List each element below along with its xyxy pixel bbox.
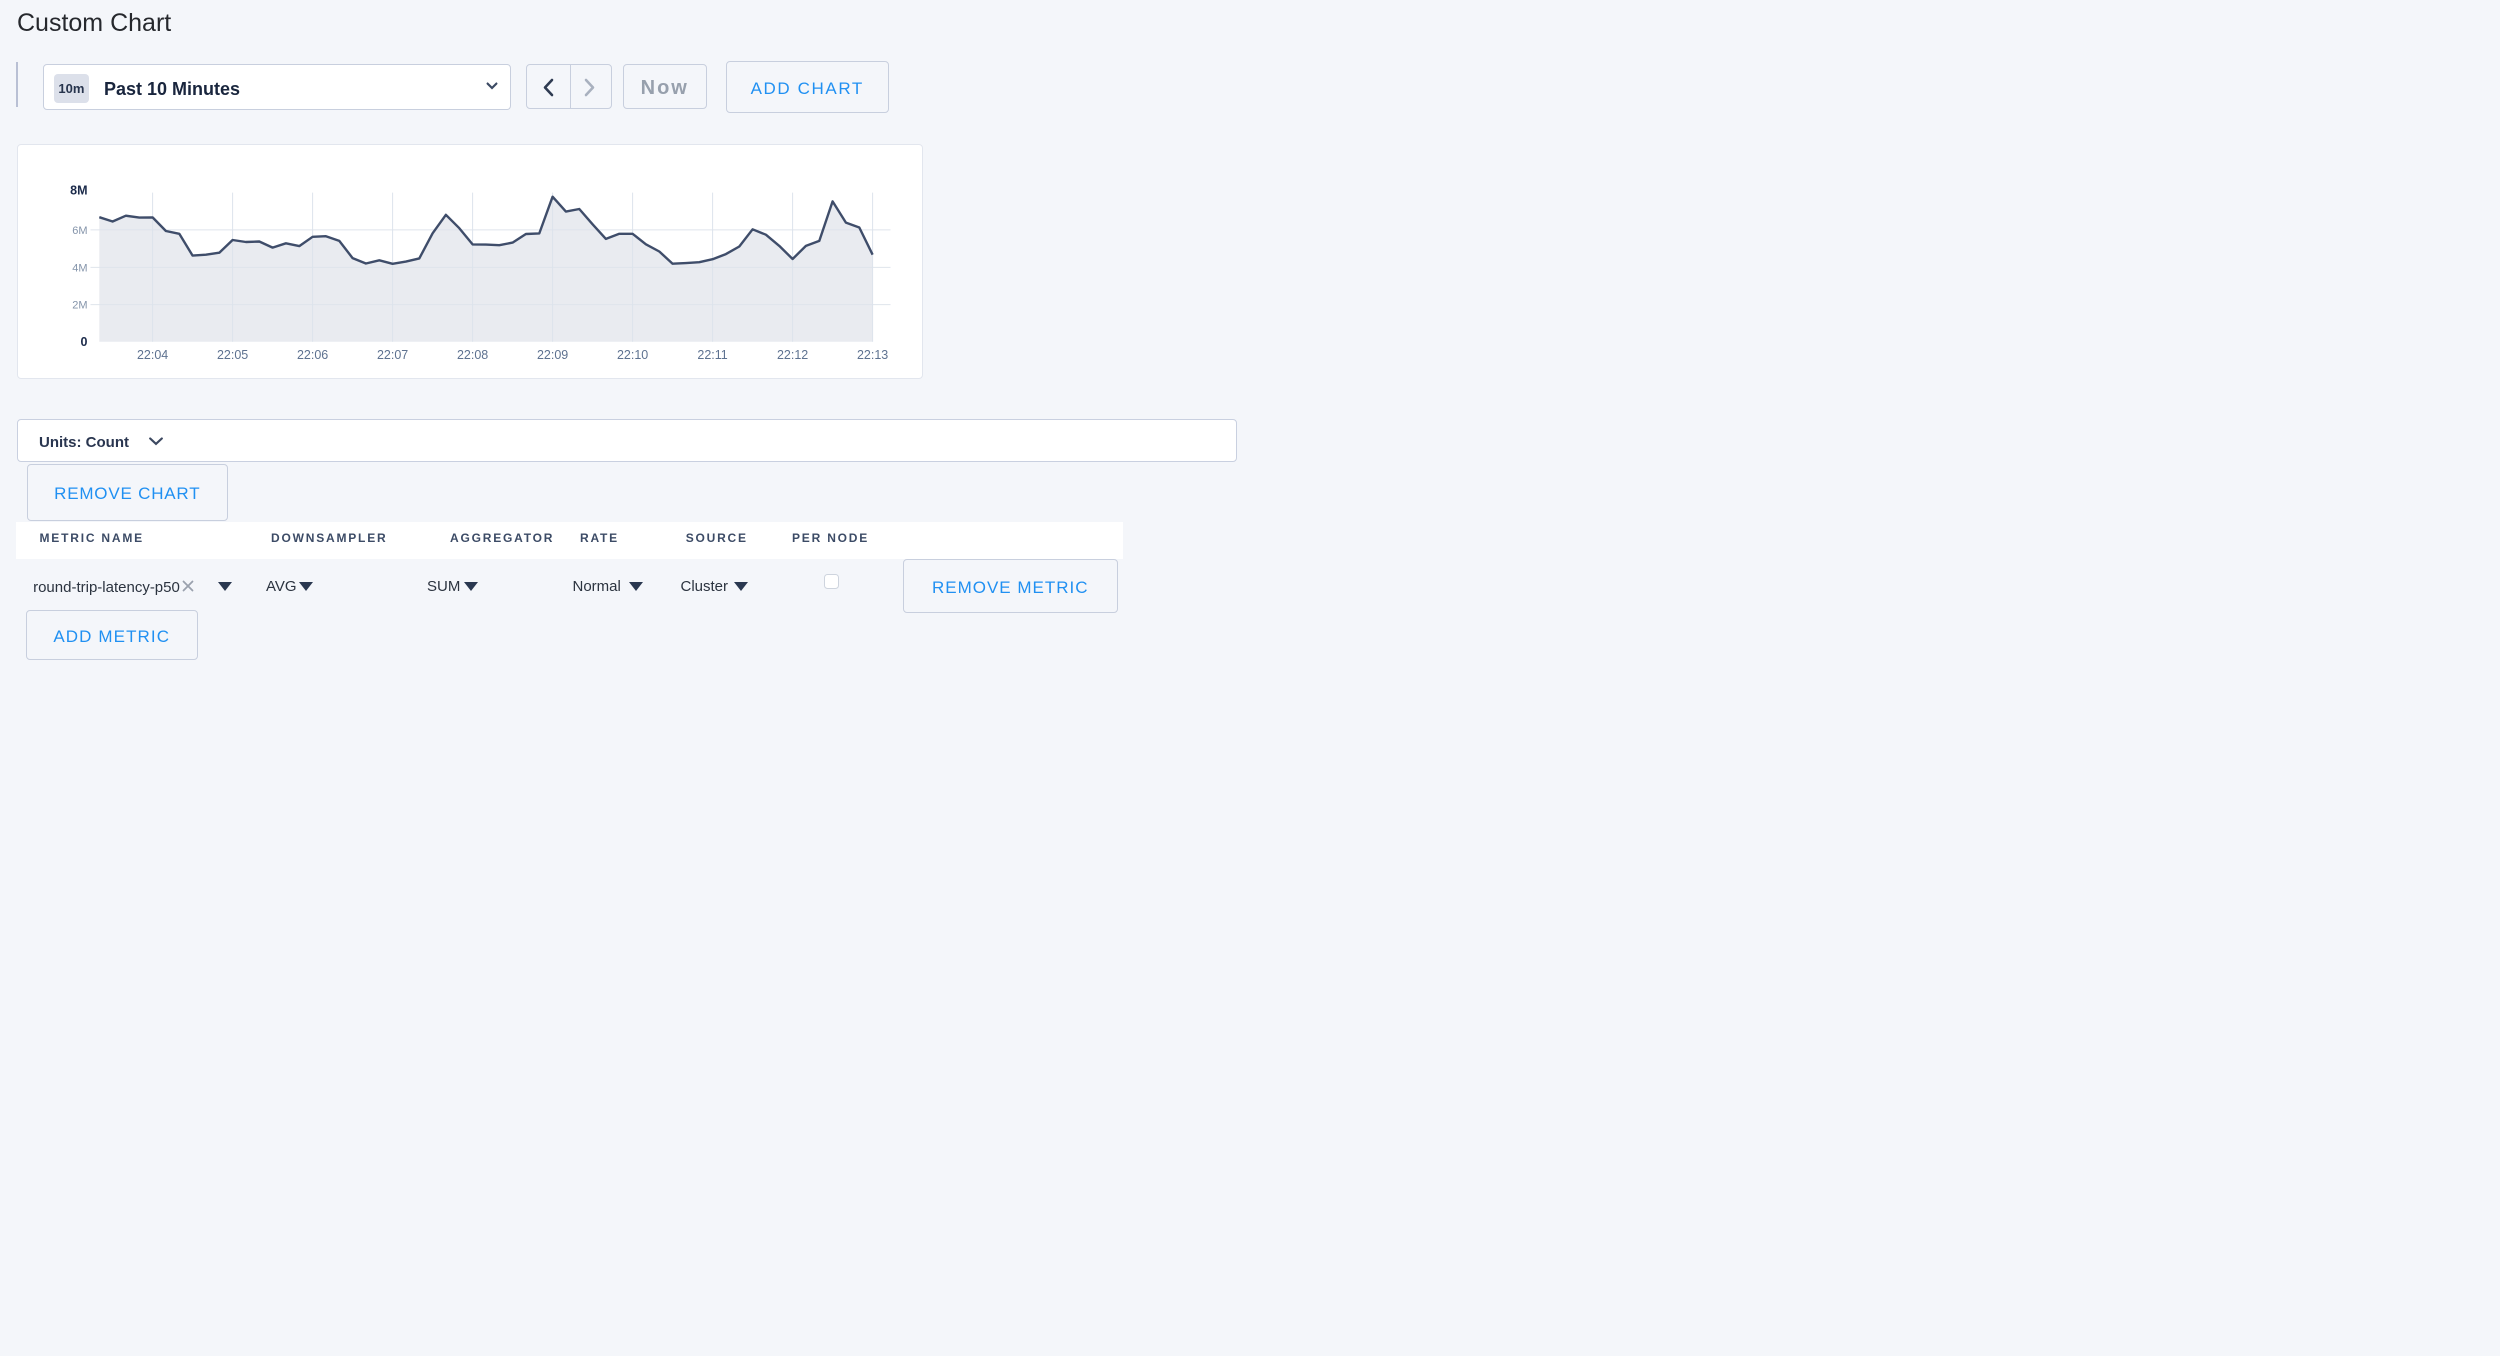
svg-text:8M: 8M (70, 184, 87, 198)
svg-text:22:10: 22:10 (616, 348, 647, 362)
svg-text:22:04: 22:04 (136, 348, 167, 362)
svg-text:22:08: 22:08 (456, 348, 487, 362)
svg-text:22:09: 22:09 (536, 348, 567, 362)
svg-text:22:11: 22:11 (697, 348, 727, 362)
svg-text:22:05: 22:05 (216, 348, 247, 362)
svg-text:22:06: 22:06 (296, 348, 327, 362)
svg-text:2M: 2M (72, 300, 87, 312)
svg-text:4M: 4M (72, 262, 87, 274)
svg-text:0: 0 (80, 335, 87, 349)
svg-text:22:13: 22:13 (856, 348, 887, 362)
svg-text:6M: 6M (72, 225, 87, 237)
svg-text:22:12: 22:12 (776, 348, 807, 362)
svg-text:22:07: 22:07 (376, 348, 407, 362)
